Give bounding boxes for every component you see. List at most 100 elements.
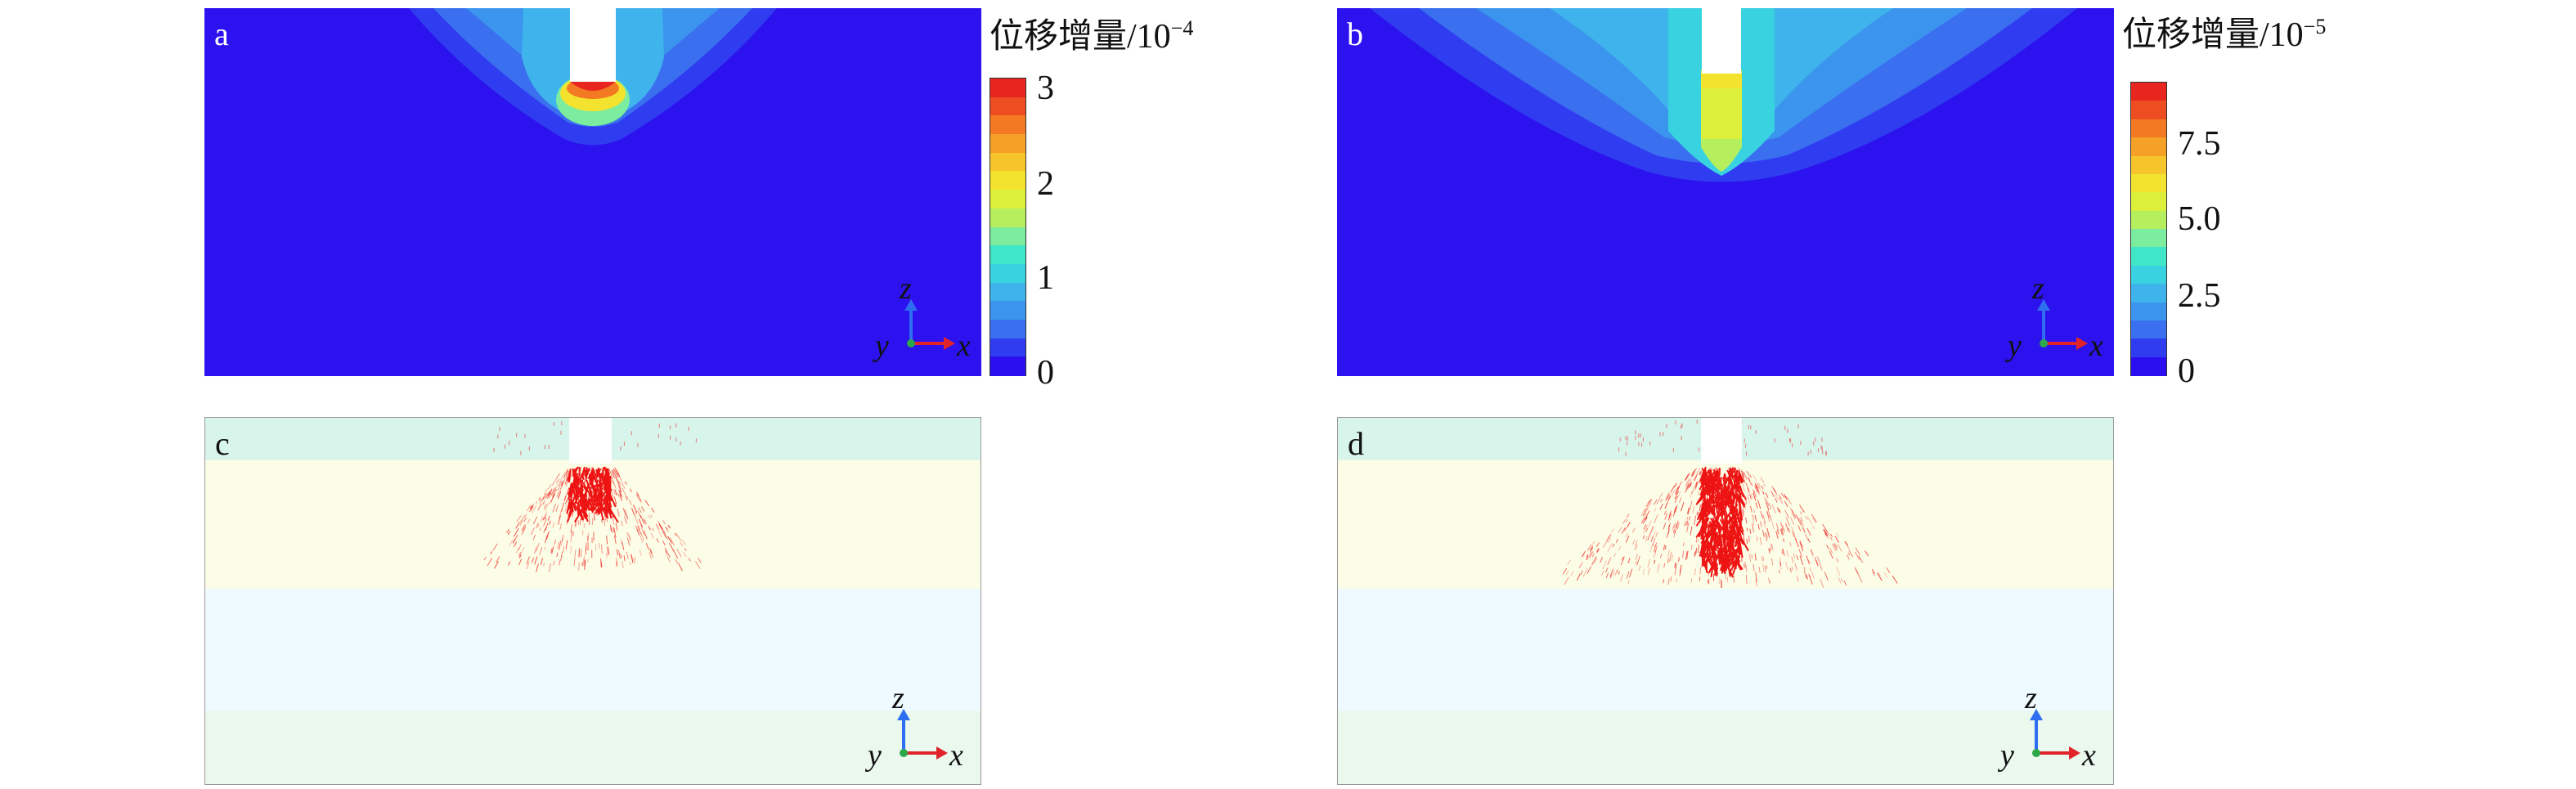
displacement-vector [1581,553,1585,558]
displacement-vector [579,483,582,492]
displacement-vector [492,543,498,551]
displacement-vector [1671,489,1676,497]
displacement-vector [1634,544,1638,550]
colorbar-level [990,134,1025,154]
displacement-vector [1735,482,1738,493]
displacement-vector [565,470,570,477]
displacement-vector [530,507,533,511]
displacement-vector [1694,515,1697,526]
displacement-vector [608,494,611,502]
displacement-vector [1735,507,1738,515]
displacement-vector [624,516,627,524]
displacement-vector [1667,495,1672,501]
displacement-vector [1795,513,1800,522]
displacement-vector [569,473,573,480]
displacement-vector [1764,565,1766,573]
colorbar-level [2131,265,2166,285]
displacement-vector [1564,576,1569,585]
displacement-vector [1846,554,1850,560]
displacement-vector [1674,495,1678,504]
displacement-vector [1830,533,1833,538]
displacement-vector [509,539,514,546]
colorbar-tick-b-7.5: 7.5 [2178,125,2221,163]
displacement-vector [540,516,544,522]
displacement-vector [650,514,653,518]
displacement-vector [650,550,654,558]
displacement-vector [512,538,516,544]
displacement-vector [559,558,561,566]
displacement-vector [1634,540,1638,546]
displacement-vector [1627,580,1630,585]
displacement-vector [568,495,571,501]
displacement-vector [1705,530,1710,543]
contour-field-b [1337,8,2114,376]
displacement-vector [573,487,576,495]
displacement-vector [1709,468,1712,476]
displacement-vector [1826,531,1830,536]
displacement-vector [1779,522,1784,531]
displacement-vector [572,468,575,477]
displacement-vector [531,527,535,536]
colorbar-level [2131,210,2166,230]
displacement-vector [626,514,629,520]
colorbar-level [2131,284,2166,303]
displacement-vector [1674,526,1677,534]
displacement-vector [1607,557,1612,566]
displacement-vector [1752,474,1757,482]
displacement-vector [1589,547,1594,553]
displacement-vector [1665,493,1670,501]
displacement-vector [521,527,527,536]
displacement-vector [1693,476,1696,481]
displacement-vector [566,472,572,482]
displacement-vector [1721,521,1730,536]
displacement-vector [1675,505,1678,513]
displacement-vector [1767,509,1771,518]
displacement-vector [1743,471,1748,480]
displacement-vector [516,515,522,522]
colorbar-level [990,338,1025,358]
displacement-vector [1733,522,1735,532]
displacement-vector [539,546,543,555]
displacement-vector [1770,520,1775,530]
displacement-vector [1794,563,1797,571]
displacement-vector [552,522,555,528]
displacement-vector [581,510,583,521]
displacement-vector [594,502,599,509]
displacement-vector [1689,482,1692,488]
displacement-vector [1643,524,1647,530]
displacement-vector [664,547,668,554]
displacement-vector [1749,494,1752,500]
displacement-vector [1730,549,1735,561]
displacement-vector [1673,504,1678,514]
displacement-vector [1663,510,1667,515]
displacement-vector [556,473,560,478]
displacement-vector [1764,532,1768,541]
displacement-vector [1789,507,1793,513]
displacement-vector [573,477,577,486]
displacement-vector [562,472,566,477]
displacement-vector [1714,476,1717,484]
displacement-vector [1700,548,1703,558]
displacement-vector [644,500,650,507]
displacement-vector [620,554,622,559]
displacement-vector [1690,491,1693,498]
displacement-vector [1761,556,1763,563]
displacement-vector [1618,527,1622,533]
displacement-vector [1652,538,1656,547]
displacement-vector [1708,475,1710,483]
displacement-vector [669,537,675,546]
colorbar-level [2131,247,2166,267]
displacement-vector [1770,491,1775,497]
displacement-vector [1709,495,1712,505]
displacement-vector [1739,473,1742,479]
displacement-vector [1613,553,1616,557]
displacement-vector [1697,545,1699,554]
displacement-vector [1644,513,1647,517]
displacement-vector [564,493,568,500]
displacement-vector [581,466,586,479]
displacement-vector [595,468,602,480]
displacement-vector [1712,482,1716,495]
displacement-vector [1744,561,1747,568]
displacement-vector [1822,523,1829,533]
displacement-vector [1763,483,1766,487]
